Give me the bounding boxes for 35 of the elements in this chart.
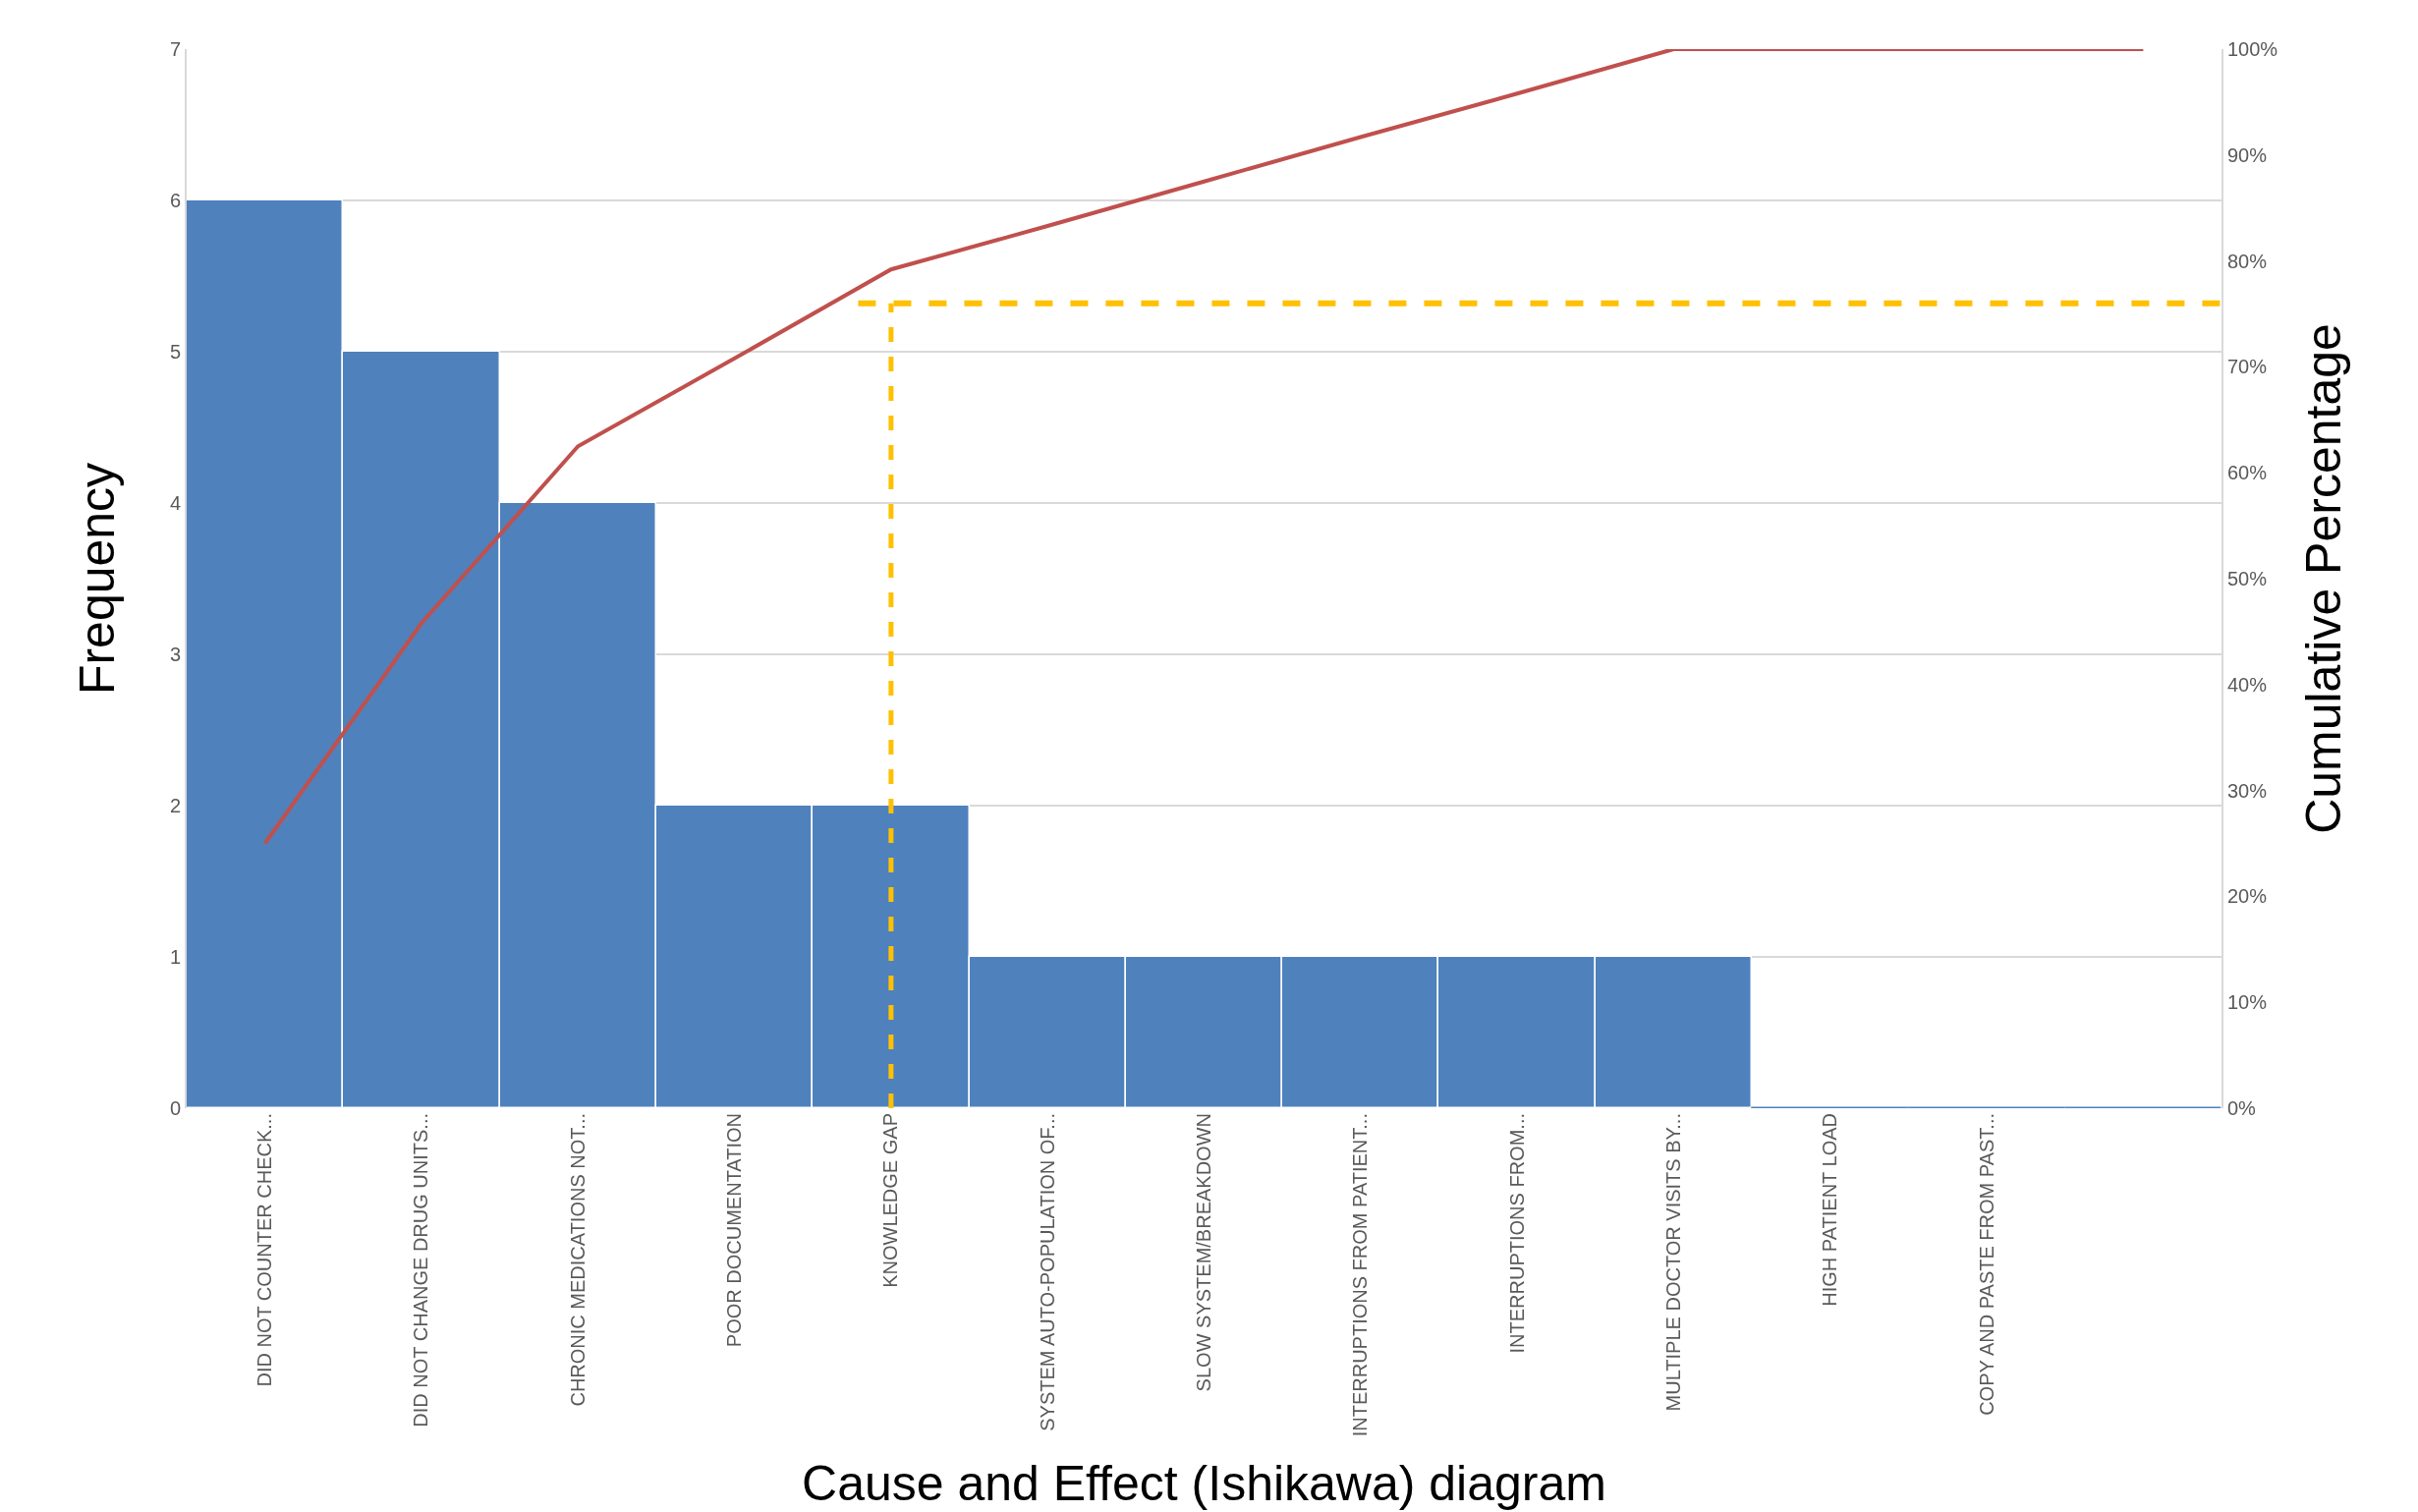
y-tick-label: 6 [169,190,181,211]
y2-tick-label: 90% [2227,143,2268,166]
y-tick-label: 0 [169,1097,181,1119]
y-tick-label: 2 [169,795,181,816]
line-series [262,49,2146,846]
x-tick-label: COPY AND PASTE FROM PAST... [1975,1113,1997,1416]
x-axis-title: Cause and Effect (Ishikawa) diagram [802,1455,1606,1511]
x-tick-label: POOR DOCUMENTATION [723,1113,746,1348]
x-tick-label: SLOW SYSTEM/BREAKDOWN [1193,1113,1214,1392]
y2-axis-title: Cumulative Percentage [2296,323,2352,834]
x-tick-label: CHRONIC MEDICATIONS NOT... [566,1113,589,1407]
y-tick-label: 1 [169,946,181,968]
y2-tick-label: 100% [2227,38,2278,60]
y2-tick-label: 40% [2227,673,2268,696]
y2-tick-label: 20% [2227,885,2268,908]
y2-tick-label: 0% [2227,1097,2257,1119]
y2-tick-label: 80% [2227,250,2268,272]
y2-tick-label: 30% [2227,779,2268,802]
y-axis-title: Frequency [70,462,126,696]
y2-tick-label: 60% [2227,462,2268,484]
x-tick-label: DID NOT COUNTER CHECK... [253,1113,276,1387]
y-tick-label: 5 [169,341,181,363]
y-tick-label: 4 [169,492,181,514]
y2-tick-label: 10% [2227,991,2268,1014]
y-tick-label: 7 [169,38,181,60]
x-tick-label: HIGH PATIENT LOAD [1819,1113,1841,1307]
y2-tick-label: 50% [2227,568,2268,589]
x-tick-label: KNOWLEDGE GAP [879,1113,902,1288]
y-tick-label: 3 [169,644,181,665]
x-tick-label: MULTIPLE DOCTOR VISITS BY... [1661,1113,1684,1412]
x-tick-label: SYSTEM AUTO-POPULATION OF... [1036,1113,1058,1431]
y2-tick-label: 70% [2227,356,2268,378]
x-tick-label: INTERRUPTIONS FROM PATIENT... [1349,1113,1372,1437]
x-tick-label: DID NOT CHANGE DRUG UNITS... [410,1113,432,1428]
x-tick-label: INTERRUPTIONS FROM... [1505,1113,1528,1354]
